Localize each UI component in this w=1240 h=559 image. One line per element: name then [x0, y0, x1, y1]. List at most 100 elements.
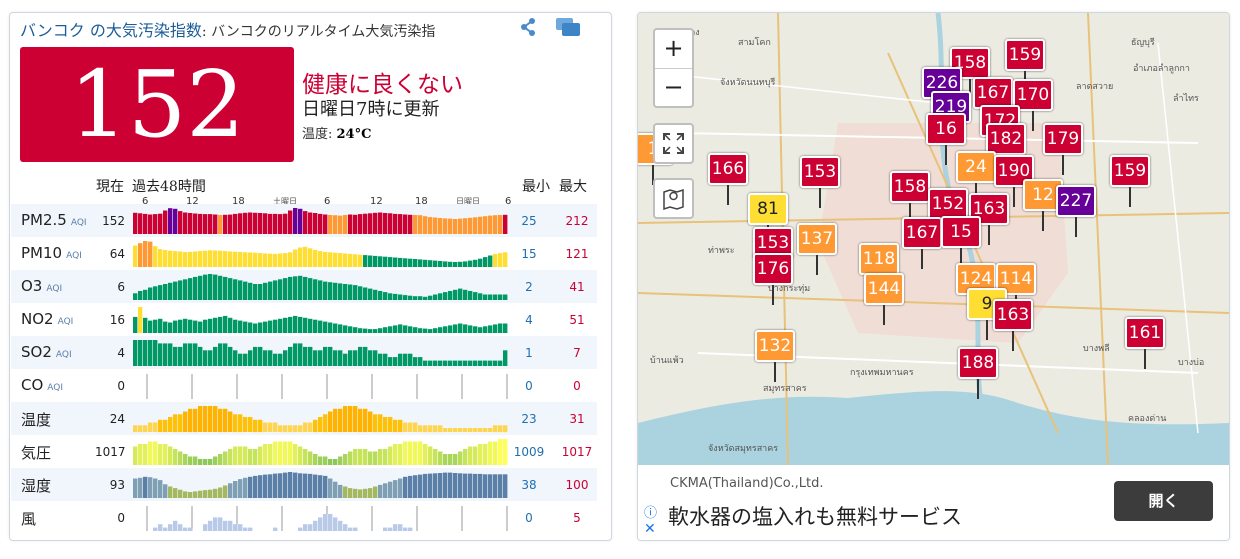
aqi-map[interactable]: จังหวัดนนทบุรี ลาดสวาย ธัญบุรี อำเภอลำลูกกา…: [638, 13, 1229, 465]
history-bar: [338, 283, 343, 300]
history-chart[interactable]: [133, 501, 515, 534]
col-now: 現在: [96, 179, 124, 195]
history-bar: [303, 473, 308, 498]
row-温度[interactable]: 温度 24 23 31: [11, 402, 597, 435]
history-bar: [493, 360, 498, 366]
history-bar: [423, 444, 428, 465]
history-bar: [408, 353, 413, 366]
aqi-marker[interactable]: 176: [753, 253, 793, 305]
row-so2[interactable]: SO2 AQI 4 1 7: [11, 336, 597, 369]
row-風[interactable]: 風 0 0 5: [11, 501, 597, 534]
row-pm10[interactable]: PM10 AQI 64 15 121: [11, 237, 597, 270]
ad-open-button[interactable]: 開く: [1114, 481, 1213, 521]
zoom-in-button[interactable]: +: [663, 34, 684, 62]
history-bar: [428, 446, 433, 465]
aqi-marker[interactable]: 132: [755, 330, 795, 382]
title-city-link[interactable]: バンコク: [20, 21, 85, 40]
history-bar: [398, 257, 403, 267]
aqi-marker[interactable]: 118: [859, 243, 899, 295]
history-bar: [273, 253, 278, 267]
aqi-marker[interactable]: 144: [864, 273, 904, 325]
history-bar: [153, 527, 158, 531]
history-bar: [143, 213, 148, 234]
aqi-marker[interactable]: 167: [902, 217, 942, 269]
history-bar: [208, 250, 213, 267]
aqi-marker[interactable]: 179: [1043, 123, 1083, 175]
history-chart[interactable]: [133, 402, 515, 435]
aqi-marker[interactable]: 137: [797, 223, 837, 275]
history-bar: [203, 459, 208, 465]
history-chart[interactable]: [133, 237, 515, 270]
history-bar: [278, 441, 283, 465]
aqi-marker[interactable]: 24: [956, 151, 996, 203]
row-o3[interactable]: O3 AQI 6 2 41: [11, 270, 597, 303]
aqi-marker[interactable]: 166: [708, 153, 748, 205]
history-bar: [498, 474, 503, 498]
history-bar: [383, 213, 388, 234]
row-current-value: 4: [117, 346, 125, 360]
aqi-marker[interactable]: 161: [1125, 317, 1165, 369]
aqi-marker[interactable]: 227: [1056, 185, 1096, 237]
history-bar: [338, 408, 343, 433]
zoom-out-button[interactable]: −: [655, 68, 692, 107]
aqi-marker[interactable]: 182: [986, 123, 1026, 175]
windows-icon[interactable]: [555, 17, 581, 37]
history-chart[interactable]: [133, 303, 515, 336]
history-bar: [388, 257, 393, 267]
aqi-marker[interactable]: 12: [1023, 179, 1063, 231]
history-bar: [413, 327, 418, 333]
history-chart[interactable]: [133, 270, 515, 303]
aqi-marker[interactable]: 159: [1110, 155, 1150, 207]
history-chart[interactable]: [133, 336, 515, 369]
history-bar: [348, 326, 353, 333]
history-bar: [488, 294, 493, 300]
row-name: PM10: [21, 244, 63, 262]
ad-info-icon[interactable]: ⓘ: [644, 506, 658, 521]
row-湿度[interactable]: 湿度 93 38 100: [11, 468, 597, 501]
history-bar: [268, 350, 273, 366]
aqi-marker[interactable]: 158: [890, 171, 930, 223]
history-bar: [218, 215, 223, 234]
aqi-marker[interactable]: 188: [958, 347, 998, 399]
fullscreen-button[interactable]: [653, 123, 694, 164]
history-bar: [373, 486, 378, 498]
row-no2[interactable]: NO2 AQI 16 4 51: [11, 303, 597, 336]
advertisement[interactable]: ⓘ ✕ CKMA(Thailand)Co.,Ltd. 軟水器の塩入れも無料サービ…: [638, 465, 1229, 540]
aqi-marker[interactable]: 153: [800, 156, 840, 208]
aqi-marker[interactable]: 163: [993, 299, 1033, 351]
history-chart[interactable]: [133, 468, 515, 501]
history-bar: [348, 284, 353, 300]
history-chart[interactable]: [133, 369, 515, 402]
share-icon[interactable]: [519, 17, 539, 37]
aqi-marker[interactable]: 15: [941, 216, 981, 268]
aqi-marker[interactable]: 159: [1005, 39, 1045, 91]
history-bar: [263, 253, 268, 267]
history-chart[interactable]: [133, 435, 515, 468]
history-bar: [278, 318, 283, 333]
aqi-marker[interactable]: 81: [748, 193, 788, 245]
history-bar: [318, 251, 323, 267]
history-bar: [503, 439, 508, 465]
history-bar: [153, 340, 158, 366]
row-pm25[interactable]: PM2.5 AQI 152 25 212: [11, 204, 597, 237]
aqi-marker[interactable]: 16: [926, 113, 966, 165]
row-気圧[interactable]: 気圧 1017 1009 1017: [11, 435, 597, 468]
history-bar: [153, 286, 158, 300]
ad-close-icon[interactable]: ✕: [644, 521, 656, 537]
row-min-value: 23: [521, 412, 537, 426]
history-bar: [358, 449, 363, 465]
history-bar: [243, 212, 248, 234]
history-bar: [333, 282, 338, 300]
history-bar: [233, 481, 238, 498]
aqi-marker[interactable]: 158: [950, 47, 990, 99]
history-bar: [333, 481, 338, 498]
row-co[interactable]: CO AQI 0 0 0: [11, 369, 597, 402]
ad-text[interactable]: 軟水器の塩入れも無料サービス: [668, 505, 962, 529]
history-bar: [283, 278, 288, 300]
history-chart[interactable]: [133, 204, 515, 237]
fullscreen-icon: [663, 133, 684, 154]
history-bar: [463, 428, 468, 432]
row-name: SO2: [21, 343, 52, 361]
map-locate-button[interactable]: [653, 178, 694, 219]
history-bar: [263, 444, 268, 465]
